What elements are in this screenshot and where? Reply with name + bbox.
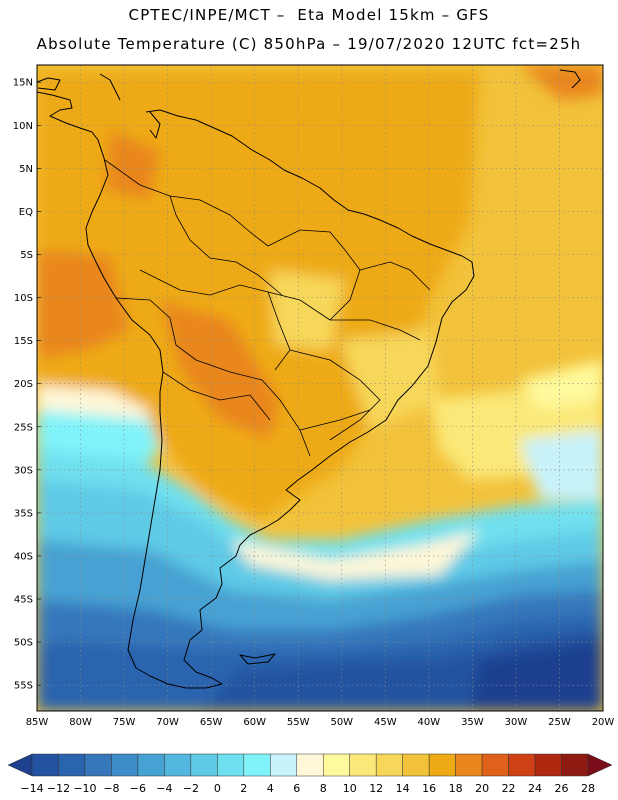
colorbar-swatch (375, 753, 403, 777)
lon-tick-label: 50W (330, 717, 353, 728)
colorbar-swatch (349, 753, 377, 777)
colorbar-max-arrow (587, 753, 613, 777)
colorbar-swatch (534, 753, 562, 777)
colorbar-swatch (296, 753, 324, 777)
colorbar-label: 28 (581, 782, 595, 795)
colorbar-label: 0 (214, 782, 221, 795)
lon-tick-label: 70W (156, 717, 179, 728)
colorbar-swatch (508, 753, 536, 777)
colorbar-label: 2 (240, 782, 247, 795)
lat-tick-label: 5N (19, 164, 33, 175)
lon-tick-label: 45W (374, 717, 397, 728)
colorbar-swatch (190, 753, 218, 777)
colorbar-label: 8 (320, 782, 327, 795)
coastline (37, 69, 581, 689)
lon-tick-label: 60W (243, 717, 266, 728)
colorbar-label: 12 (369, 782, 383, 795)
colorbar-label: 10 (343, 782, 357, 795)
lon-tick-label: 75W (113, 717, 136, 728)
colorbar-label: −8 (103, 782, 119, 795)
colorbar-swatch (31, 753, 59, 777)
temperature-field (37, 65, 603, 711)
colorbar-label: −6 (130, 782, 146, 795)
lat-tick-label: 10S (14, 293, 33, 304)
colorbar-label: −4 (156, 782, 172, 795)
colorbar-swatch (481, 753, 509, 777)
colorbar-label: 14 (396, 782, 410, 795)
latitude-tick-labels: 15N 10N 5N EQ 5S 10S 15S 20S 25S 30S 35S 40S 45S 50S 5… (13, 78, 33, 692)
title-line-1: CPTEC/INPE/MCT – Eta Model 15km – GFS (128, 6, 490, 24)
colorbar-swatch (455, 753, 483, 777)
lat-tick-label: 15N (13, 78, 33, 89)
lat-tick-label: 10N (13, 121, 33, 132)
colorbar-swatch (84, 753, 112, 777)
lat-tick-label: 15S (14, 336, 33, 347)
colorbar-label: 6 (293, 782, 300, 795)
colorbar-label: −2 (183, 782, 199, 795)
lat-tick-label: 30S (14, 465, 33, 476)
lon-tick-label: 85W (26, 717, 49, 728)
lat-tick-label: 40S (14, 551, 33, 562)
lat-lon-grid (37, 65, 603, 711)
colorbar-swatch (270, 753, 298, 777)
colorbar-label: −10 (73, 782, 96, 795)
colorbar-swatch (428, 753, 456, 777)
colorbar-label: 16 (422, 782, 436, 795)
title-line-2: Absolute Temperature (C) 850hPa – 19/07/… (36, 35, 582, 53)
colorbar-label: 22 (502, 782, 516, 795)
colorbar-swatch (111, 753, 139, 777)
colorbar (7, 753, 613, 777)
colorbar-swatch (164, 753, 192, 777)
colorbar-label: −12 (47, 782, 70, 795)
colorbar-label: 20 (475, 782, 489, 795)
lon-tick-label: 55W (287, 717, 310, 728)
lon-tick-label: 25W (548, 717, 571, 728)
colorbar-swatch (217, 753, 245, 777)
lat-tick-label: 50S (14, 638, 33, 649)
map-frame (36, 64, 604, 712)
colorbar-swatch (243, 753, 271, 777)
lat-tick-label: 5S (20, 250, 33, 261)
lon-tick-label: 35W (461, 717, 484, 728)
colorbar-label: 4 (267, 782, 274, 795)
longitude-tick-labels: 85W 80W 75W 70W 65W 60W 55W 50W 45W 40W 35W 30W 25W 2… (26, 717, 615, 728)
lat-tick-label: EQ (19, 207, 33, 218)
colorbar-swatch (137, 753, 165, 777)
country-borders (104, 159, 431, 457)
lon-tick-label: 20W (592, 717, 615, 728)
colorbar-label: 18 (449, 782, 463, 795)
colorbar-swatch (322, 753, 350, 777)
colorbar-swatch (58, 753, 86, 777)
colorbar-label: 24 (528, 782, 542, 795)
lon-tick-label: 65W (200, 717, 223, 728)
colorbar-label: −14 (20, 782, 43, 795)
colorbar-label: 26 (555, 782, 569, 795)
colorbar-min-arrow (7, 753, 33, 777)
lat-tick-label: 55S (14, 681, 33, 692)
lon-tick-label: 40W (418, 717, 441, 728)
lon-tick-label: 80W (69, 717, 92, 728)
colorbar-labels: −14 −12 −10 −8 −6 −4 −2 0 2 4 6 8 10 12 14 16 18 20 22 24 26… (20, 782, 595, 795)
colorbar-swatch (402, 753, 430, 777)
lon-tick-label: 30W (505, 717, 528, 728)
lat-tick-label: 20S (14, 379, 33, 390)
lat-tick-label: 25S (14, 422, 33, 433)
lat-tick-label: 45S (14, 595, 33, 606)
colorbar-swatch (561, 753, 589, 777)
lat-tick-label: 35S (14, 508, 33, 519)
